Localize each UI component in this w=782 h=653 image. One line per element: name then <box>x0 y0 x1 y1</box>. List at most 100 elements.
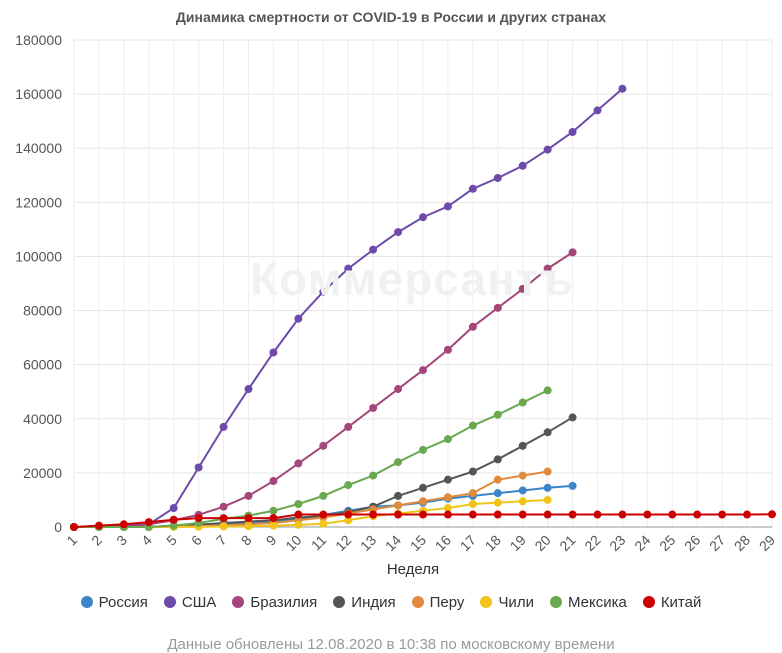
series-point <box>543 495 552 504</box>
legend: Россия США Бразилия Индия Перу Чили Мексика Кит… <box>0 591 782 613</box>
series-point <box>244 385 253 394</box>
x-tick-label: 14 <box>382 532 404 554</box>
legend-marker-icon <box>549 596 562 608</box>
legend-item[interactable]: Чили <box>480 594 534 611</box>
series-point <box>443 475 452 484</box>
series-point <box>294 520 303 529</box>
series-point <box>493 455 502 464</box>
x-tick-label: 11 <box>308 532 330 554</box>
legend-marker-icon <box>232 596 245 608</box>
series-point <box>693 510 702 519</box>
legend-item[interactable]: Китай <box>642 593 702 611</box>
legend-marker-icon <box>480 596 493 608</box>
series-point <box>618 84 627 93</box>
series-point <box>244 491 253 500</box>
series-point <box>94 521 103 530</box>
series-point <box>294 500 303 509</box>
legend-marker-icon <box>333 596 346 608</box>
x-tick-label: 16 <box>432 532 454 554</box>
series-point <box>169 504 178 513</box>
x-axis-label: Неделя <box>387 561 439 578</box>
series-point <box>394 458 403 467</box>
series-point <box>493 410 502 419</box>
series-point <box>518 486 527 495</box>
series-point <box>543 264 552 273</box>
legend-marker-icon <box>411 596 424 608</box>
chart-title: Динамика смертности от COVID-19 в России… <box>175 9 607 25</box>
x-tick-label: 1 <box>63 532 80 549</box>
legend-item[interactable]: Индия <box>333 593 396 611</box>
series-point <box>294 314 303 323</box>
series-point <box>344 516 353 525</box>
x-tick-label: 25 <box>656 532 678 554</box>
series-point <box>618 510 627 519</box>
series-point <box>518 284 527 293</box>
series-point <box>369 471 378 480</box>
series-point <box>419 213 427 222</box>
footer-note: Данные обновлены 12.08.2020 в 10:38 по м… <box>167 636 615 653</box>
series-point <box>269 514 278 523</box>
series-point <box>518 398 527 407</box>
series-point <box>768 510 776 519</box>
x-tick-label: 3 <box>113 532 130 549</box>
legend-label: Индия <box>351 593 396 611</box>
x-tick-label: 13 <box>357 532 379 554</box>
series-point <box>294 510 303 519</box>
y-tick-label: 100000 <box>15 248 62 264</box>
x-tick-label: 9 <box>263 532 280 549</box>
series-point <box>568 248 577 257</box>
x-tick-label: 18 <box>482 532 504 554</box>
series-point <box>319 287 328 296</box>
series-point <box>518 161 527 170</box>
legend-label: Китай <box>660 593 702 611</box>
x-tick-label: 5 <box>163 532 180 549</box>
legend-item[interactable]: Перу <box>411 594 464 611</box>
x-tick-label: 22 <box>581 532 603 554</box>
series-point <box>493 510 502 519</box>
y-tick-label: 0 <box>54 519 62 535</box>
series-point <box>219 514 228 523</box>
chart-plot: 0 20000 40000 60000 80000 100000 120000 140000 1… <box>15 32 778 578</box>
series-point <box>643 510 652 519</box>
x-tick-label: 17 <box>457 532 479 554</box>
y-tick-label: 80000 <box>23 303 62 319</box>
legend-label: Россия <box>98 593 148 611</box>
series-point <box>319 441 328 450</box>
x-tick-label: 26 <box>681 532 703 554</box>
series-point <box>194 514 203 523</box>
legend-item[interactable]: Мексика <box>549 593 627 611</box>
series-point <box>419 510 427 519</box>
y-tick-label: 180000 <box>15 32 62 48</box>
series-point <box>443 504 452 513</box>
series-point <box>468 500 477 509</box>
series-point <box>493 498 502 507</box>
legend-label: Чили <box>498 593 534 611</box>
legend-item[interactable]: Россия <box>80 593 148 611</box>
legend-item[interactable]: Бразилия <box>232 594 317 611</box>
x-tick-label: 19 <box>507 532 529 554</box>
legend-item[interactable]: США <box>163 594 216 611</box>
series-point <box>319 491 328 500</box>
x-tick-label: 24 <box>631 532 653 554</box>
series-point <box>369 245 378 254</box>
series-point <box>468 489 477 498</box>
x-tick-label: 4 <box>138 532 155 549</box>
legend-label: Бразилия <box>250 593 318 611</box>
x-tick-label: 23 <box>606 532 628 554</box>
series-point <box>419 445 427 454</box>
series-point <box>394 501 403 510</box>
series-point <box>518 510 527 519</box>
series-point <box>419 497 427 506</box>
legend-label: Мексика <box>567 593 627 611</box>
series-point <box>443 202 452 211</box>
series-point <box>269 521 278 530</box>
series-point <box>443 435 452 444</box>
series-point <box>269 348 278 357</box>
series-line <box>74 389 549 528</box>
series-point <box>593 510 602 519</box>
x-tick-label: 6 <box>188 532 205 549</box>
series-point <box>394 510 403 519</box>
series-point <box>568 510 577 519</box>
series-point <box>194 463 203 472</box>
series-point <box>443 345 452 354</box>
